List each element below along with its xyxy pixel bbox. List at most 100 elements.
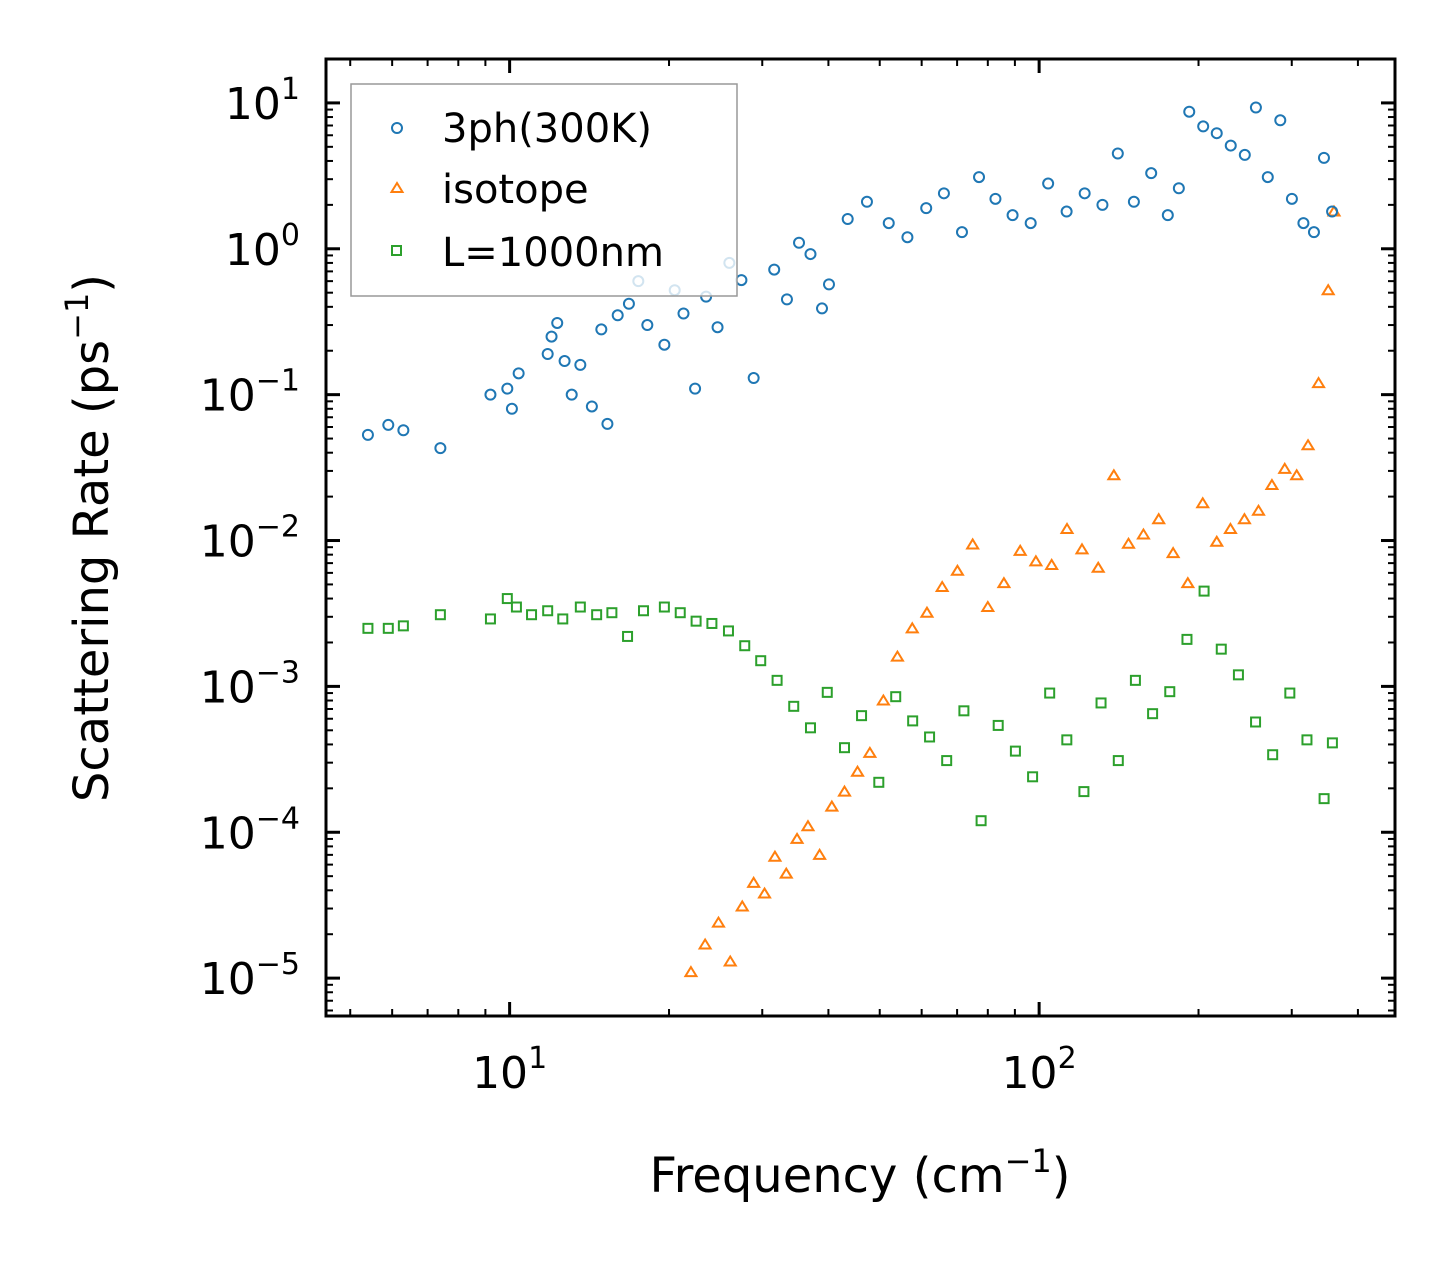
- data-point-square: [788, 700, 800, 712]
- data-point-circle: [780, 293, 793, 306]
- data-point-square: [1318, 793, 1330, 805]
- x-tick-label: 102: [1002, 1041, 1077, 1099]
- data-point-triangle: [837, 784, 852, 797]
- y-axis-label: Scattering Rate (ps−1): [58, 274, 120, 802]
- data-point-circle: [1261, 171, 1274, 184]
- data-point-square: [907, 715, 919, 727]
- y-tick-label: 10−3: [200, 655, 300, 713]
- data-point-circle: [545, 330, 558, 343]
- data-point-circle: [622, 297, 635, 310]
- data-point-circle: [601, 417, 614, 430]
- data-point-circle: [551, 316, 564, 329]
- data-point-square: [992, 719, 1004, 731]
- data-point-triangle: [1165, 546, 1181, 559]
- data-point-circle: [882, 217, 895, 230]
- data-point-triangle: [683, 965, 699, 978]
- data-point-square: [821, 686, 833, 698]
- y-axis-label-unit: ps: [64, 340, 120, 395]
- legend-label-3ph: 3ph(300K): [442, 106, 652, 152]
- data-point-triangle: [890, 649, 905, 662]
- data-point-square: [542, 605, 554, 617]
- data-point-triangle: [1237, 512, 1252, 525]
- data-point-square: [484, 613, 496, 625]
- data-point-circle: [505, 402, 518, 415]
- data-point-square: [958, 705, 970, 717]
- x-tick-label: 101: [472, 1041, 547, 1099]
- data-point-triangle: [1264, 478, 1280, 491]
- data-point-square: [501, 593, 513, 605]
- data-point-triangle: [1106, 468, 1122, 481]
- data-point-circle: [1224, 139, 1237, 152]
- data-point-circle: [361, 428, 374, 441]
- data-point-circle: [955, 226, 968, 239]
- data-point-triangle: [722, 954, 738, 967]
- data-point-square: [722, 625, 734, 637]
- y-axis-label-text: Scattering Rate: [64, 429, 120, 802]
- data-point-square: [771, 674, 783, 686]
- data-point-circle: [484, 388, 497, 401]
- data-point-triangle: [850, 764, 865, 777]
- y-tick-label: 10−5: [200, 947, 300, 1005]
- data-point-square: [1267, 749, 1279, 761]
- data-point-square: [397, 620, 409, 632]
- data-point-square: [1078, 786, 1090, 798]
- data-point-triangle: [1059, 522, 1075, 534]
- data-point-square: [510, 601, 522, 613]
- data-point-circle: [1317, 151, 1330, 164]
- data-point-square: [1215, 643, 1227, 655]
- series-layer: [361, 101, 1342, 978]
- data-point-triangle: [1136, 527, 1151, 540]
- y-tick-label: 101: [225, 72, 300, 130]
- data-point-square: [1044, 687, 1056, 699]
- data-point-triangle: [904, 621, 920, 634]
- data-point-triangle: [1320, 283, 1336, 296]
- data-point-circle: [595, 323, 608, 336]
- legend-marker-3ph: [391, 122, 403, 134]
- data-point-triangle: [757, 886, 772, 899]
- data-point-square: [1009, 745, 1021, 757]
- data-point-circle: [541, 347, 554, 360]
- data-point-circle: [658, 338, 671, 351]
- data-point-square: [1112, 755, 1124, 767]
- data-point-triangle: [1311, 376, 1326, 389]
- series-circle: [361, 101, 1339, 455]
- data-point-circle: [1238, 148, 1251, 161]
- data-point-square: [1147, 708, 1159, 720]
- data-point-triangle: [767, 849, 783, 862]
- data-point-square: [856, 710, 868, 722]
- data-point-triangle: [1209, 534, 1225, 547]
- data-point-circle: [711, 321, 724, 334]
- data-point-circle: [768, 263, 781, 276]
- data-point-triangle: [862, 745, 878, 758]
- series-triangle: [683, 204, 1342, 978]
- data-point-circle: [816, 302, 829, 315]
- data-point-triangle: [800, 819, 816, 832]
- data-point-circle: [1326, 205, 1339, 218]
- data-point-circle: [1078, 187, 1091, 200]
- x-axis-label-unit: cm: [931, 1148, 1004, 1204]
- data-point-circle: [822, 278, 835, 291]
- data-point-square: [1181, 633, 1193, 645]
- y-tick-label: 100: [225, 218, 300, 276]
- data-point-circle: [574, 358, 587, 371]
- data-point-square: [526, 609, 538, 621]
- data-point-circle: [1210, 127, 1223, 140]
- x-axis-label-exp: −1: [1005, 1142, 1052, 1180]
- y-tick-label: 10−1: [200, 364, 300, 422]
- data-point-circle: [1274, 114, 1287, 127]
- data-point-triangle: [1044, 558, 1059, 570]
- data-point-triangle: [1090, 560, 1106, 573]
- data-point-circle: [1249, 101, 1262, 114]
- data-point-triangle: [996, 576, 1012, 589]
- data-point-triangle: [711, 915, 726, 928]
- data-point-circle: [1111, 147, 1124, 160]
- legend: 3ph(300K) isotope L=1000nm: [350, 83, 738, 297]
- data-point-square: [606, 607, 618, 619]
- data-point-circle: [565, 388, 578, 401]
- data-point-circle: [1096, 198, 1109, 211]
- data-point-square: [873, 776, 885, 788]
- data-point-triangle: [1074, 542, 1090, 555]
- data-point-circle: [920, 202, 933, 215]
- data-point-triangle: [950, 563, 965, 576]
- data-point-triangle: [1121, 536, 1136, 549]
